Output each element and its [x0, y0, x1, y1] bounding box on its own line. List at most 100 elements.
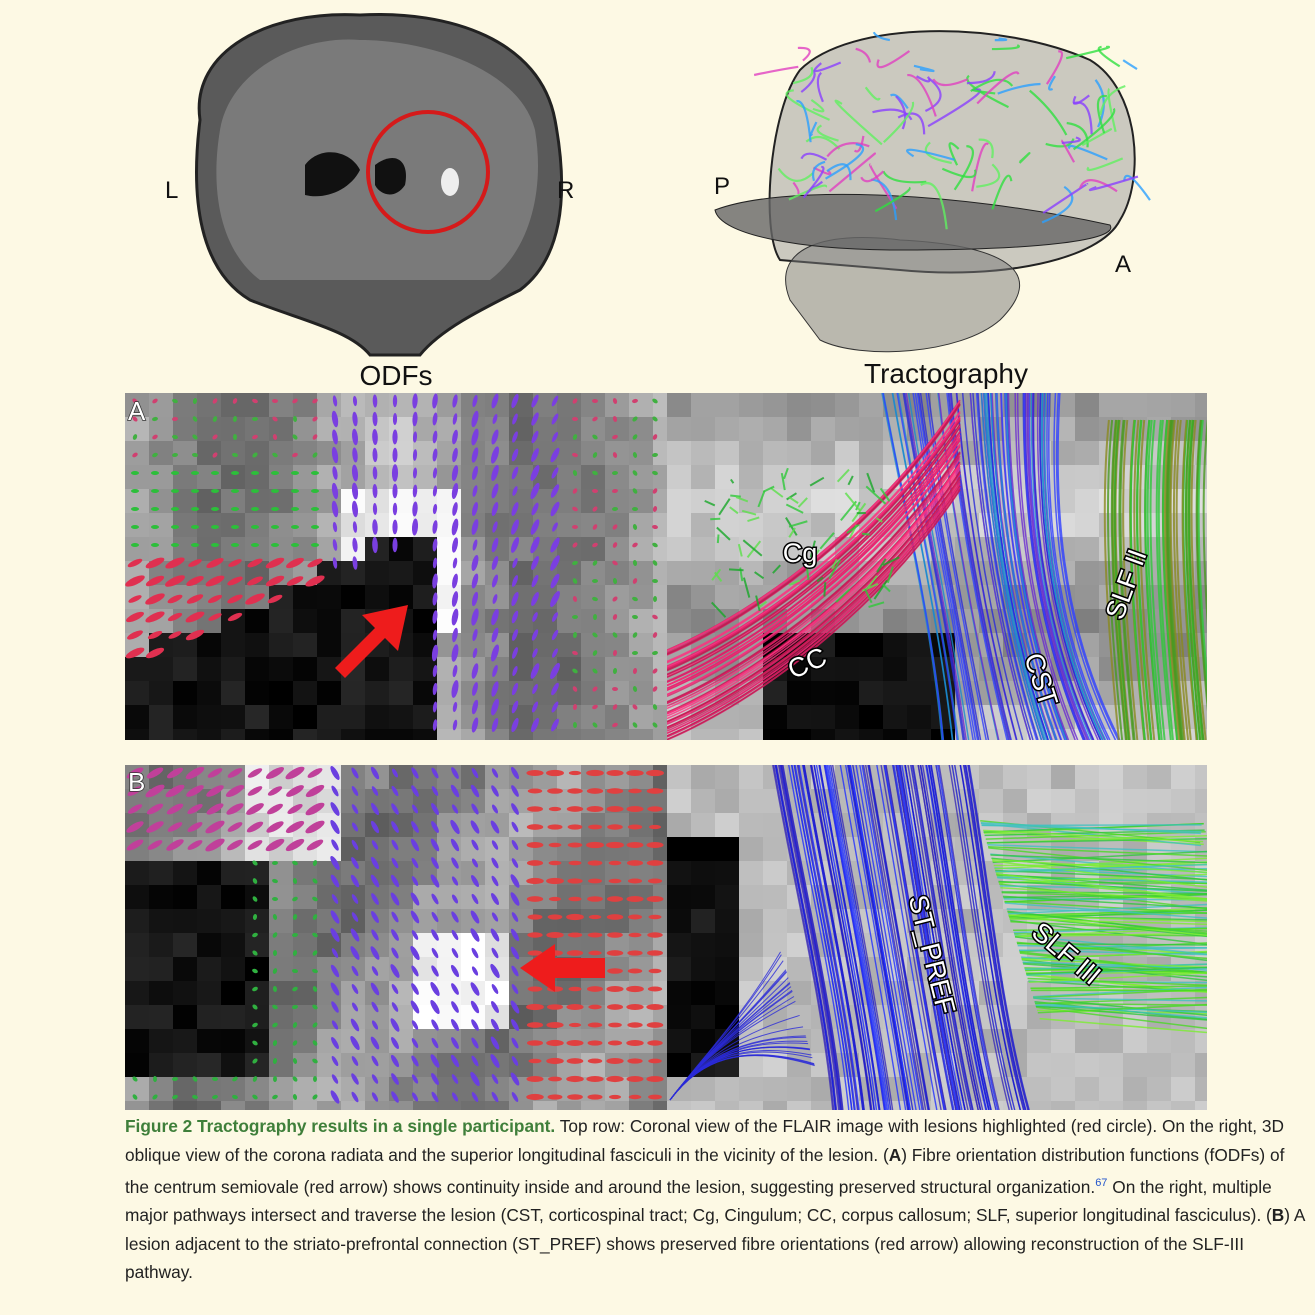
voxel	[763, 537, 787, 561]
voxel	[197, 657, 221, 681]
fibre	[882, 170, 927, 184]
fibre	[828, 559, 841, 580]
odf-glyph	[147, 840, 163, 850]
odf-glyph	[431, 803, 439, 815]
fibre	[1157, 419, 1174, 740]
voxel	[667, 765, 691, 789]
odf-glyph	[431, 1073, 439, 1085]
fibre	[1004, 393, 1066, 740]
odf-glyph	[410, 910, 420, 924]
voxel	[787, 981, 811, 1005]
odf-glyph	[132, 1094, 138, 1100]
voxel	[389, 441, 413, 465]
voxel	[835, 681, 859, 705]
odf-glyph	[206, 785, 224, 797]
voxel	[1075, 1077, 1099, 1101]
fibre	[996, 875, 1207, 901]
voxel	[763, 885, 787, 909]
odf-glyph	[547, 1094, 563, 1100]
odf-glyph	[552, 648, 558, 658]
voxel	[341, 585, 365, 609]
voxel	[811, 681, 835, 705]
voxel	[581, 765, 605, 789]
odf-glyph	[165, 784, 185, 798]
fibre	[797, 46, 811, 62]
voxel	[245, 729, 269, 740]
voxel	[1099, 1077, 1123, 1101]
voxel	[293, 465, 317, 489]
voxel	[1027, 1029, 1051, 1053]
odf-glyph	[491, 681, 499, 697]
voxel	[149, 1029, 173, 1053]
fibre	[968, 765, 1030, 1110]
voxel	[691, 981, 715, 1005]
odf-glyph	[332, 539, 338, 551]
voxel	[763, 933, 787, 957]
voxel	[173, 729, 197, 740]
odf-glyph	[252, 1076, 258, 1082]
voxel	[667, 1005, 691, 1029]
caption-text: Top row: Coronal view of the FLAIR image…	[125, 1116, 1284, 1165]
odf-glyph	[331, 1055, 339, 1067]
voxel	[221, 513, 245, 537]
fibres	[753, 31, 1151, 230]
odf-glyph	[490, 963, 500, 979]
voxel	[739, 957, 763, 981]
fibre	[1001, 891, 1207, 895]
voxel	[883, 609, 907, 633]
voxel	[1099, 765, 1123, 789]
fibre	[813, 61, 842, 73]
fibre	[809, 540, 816, 558]
odf-glyph	[292, 950, 298, 956]
odf-glyph	[390, 874, 400, 888]
voxel	[341, 729, 365, 740]
voxel	[1171, 1053, 1195, 1077]
odf-glyph	[546, 769, 564, 777]
odf-glyph	[232, 434, 238, 440]
odf-glyph	[247, 840, 263, 850]
voxel	[1027, 1077, 1051, 1101]
fibre	[885, 765, 947, 1110]
odf-glyph	[592, 578, 598, 584]
fibre	[667, 415, 961, 667]
odf-glyph	[172, 1076, 178, 1082]
odf-glyph	[252, 986, 258, 992]
odf-glyph	[612, 488, 618, 494]
voxel	[715, 837, 739, 861]
odf-glyph	[430, 838, 440, 852]
citation[interactable]: 67	[1095, 1177, 1108, 1189]
odf-glyph	[511, 1056, 519, 1066]
fibre	[937, 765, 999, 1110]
odf-glyph	[231, 507, 239, 511]
odf-glyph	[527, 932, 543, 938]
fibre	[951, 765, 1013, 1110]
odf-glyph	[612, 650, 618, 656]
odf-glyph	[286, 785, 304, 797]
fibre	[915, 75, 931, 83]
voxel	[811, 513, 835, 537]
fibre	[882, 556, 900, 567]
odf-glyph	[491, 840, 499, 850]
fibre	[876, 558, 887, 573]
odf-glyph	[252, 860, 258, 866]
voxel	[629, 1101, 653, 1110]
odf-glyph	[512, 486, 518, 496]
odf-glyph	[606, 950, 624, 956]
odf-glyph	[511, 591, 519, 607]
fibre	[977, 393, 1039, 740]
odf-glyph	[606, 788, 624, 794]
fibre	[855, 47, 872, 63]
fibre	[815, 765, 878, 1110]
odf-glyph	[128, 595, 142, 603]
odf-glyph	[652, 722, 658, 728]
odf-glyph	[271, 543, 279, 547]
fibre	[1000, 393, 1063, 740]
odf-glyph	[491, 1074, 499, 1084]
odf-glyph	[648, 1094, 662, 1100]
voxel	[125, 465, 149, 489]
odf-glyph	[165, 575, 185, 587]
odf-glyph	[272, 1022, 278, 1028]
fibre	[1162, 419, 1179, 740]
fibre	[882, 101, 915, 144]
odf-glyph	[331, 500, 339, 518]
